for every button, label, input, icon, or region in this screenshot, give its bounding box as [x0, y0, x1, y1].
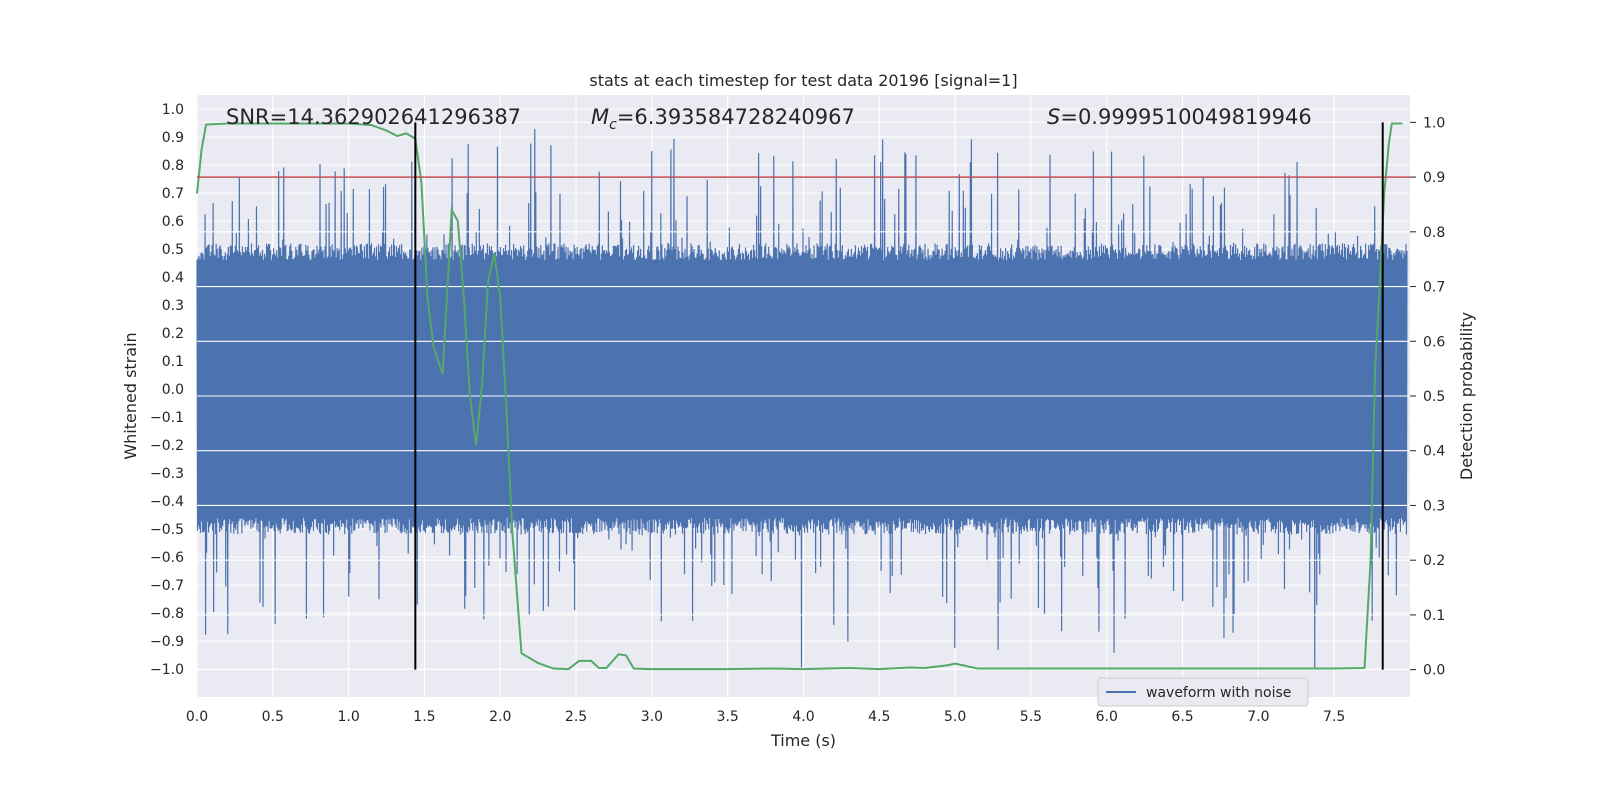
chart-title: stats at each timestep for test data 201…	[589, 71, 1017, 90]
y-right-tick-label: 0.9	[1423, 170, 1445, 186]
x-axis-label: Time (s)	[770, 731, 836, 750]
y-left-tick-label: 0.1	[162, 354, 184, 370]
mc-value: =6.393584728240967	[617, 105, 855, 129]
y-left-tick-label: 0.9	[162, 130, 184, 146]
s-value: =0.9999510049819946	[1060, 105, 1311, 129]
x-tick-label: 6.0	[1096, 709, 1118, 725]
y-left-tick-label: 1.0	[162, 102, 184, 118]
waveform-line	[196, 128, 1408, 668]
axes: 0.0 0.5 1.0 1.5 2.0 2.5 3.0 3.5 4.0 4.5 5.0 5.5 6.0 6…	[150, 102, 1445, 725]
x-tick-label: 1.5	[413, 709, 435, 725]
waveform-with-noise-series	[196, 121, 1410, 671]
score-annotation: S=0.9999510049819946	[1047, 105, 1312, 129]
s-symbol: S	[1047, 105, 1060, 129]
snr-annotation: SNR=14.362902641296387	[226, 105, 521, 129]
y-left-tick-label: 0.3	[162, 298, 184, 314]
y-left-tick-label: 0.0	[162, 382, 184, 398]
y-right-tick-label: 0.0	[1423, 663, 1445, 679]
y-right-tick-label: 0.5	[1423, 389, 1445, 405]
y-right-tick-label: 0.1	[1423, 608, 1445, 624]
y-left-tick-label: −0.9	[150, 634, 184, 650]
x-tick-label: 4.5	[868, 709, 890, 725]
x-tick-label: 3.5	[717, 709, 739, 725]
y-left-tick-label: −0.5	[150, 522, 184, 538]
x-tick-label: 5.5	[1020, 709, 1042, 725]
mc-symbol: M	[591, 105, 609, 129]
y-left-tick-label: 0.2	[162, 326, 184, 342]
y-right-tick-label: 0.7	[1423, 280, 1445, 296]
y-left-tick-label: 0.6	[162, 214, 184, 230]
y-left-tick-label: −1.0	[150, 662, 184, 678]
mc-subscript: c	[609, 117, 617, 133]
x-tick-label: 2.0	[489, 709, 511, 725]
y-right-tick-label: 0.2	[1423, 553, 1445, 569]
y-axis-left-label: Whitened strain	[121, 332, 140, 459]
y-left-tick-label: −0.8	[150, 606, 184, 622]
detection-probability-series	[196, 122, 1403, 671]
y-left-tick-label: 0.4	[162, 270, 184, 286]
x-tick-label: 6.5	[1171, 709, 1193, 725]
x-tick-label: 2.5	[565, 709, 587, 725]
y-right-tick-label: 0.8	[1423, 225, 1445, 241]
y-left-tick-label: 0.8	[162, 158, 184, 174]
x-tick-label: 3.0	[641, 709, 663, 725]
x-tick-label: 0.0	[186, 709, 208, 725]
y-left-tick-label: 0.7	[162, 186, 184, 202]
x-tick-label: 4.0	[792, 709, 814, 725]
y-right-tick-label: 0.4	[1423, 444, 1445, 460]
legend-label-waveform: waveform with noise	[1146, 685, 1291, 701]
y-left-tick-label: −0.2	[150, 438, 184, 454]
x-tick-label: 7.5	[1323, 709, 1345, 725]
y-left-tick-label: 0.5	[162, 242, 184, 258]
threshold-and-markers	[197, 122, 1410, 670]
y-left-tick-label: −0.7	[150, 578, 184, 594]
detection-probability-line	[196, 122, 1403, 671]
y-right-tick-label: 0.6	[1423, 334, 1445, 350]
y-left-tick-label: −0.4	[150, 494, 184, 510]
y-left-tick-label: −0.1	[150, 410, 184, 426]
y-left-tick-label: −0.3	[150, 466, 184, 482]
y-axis-right-label: Detection probability	[1457, 312, 1476, 480]
x-tick-label: 1.0	[337, 709, 359, 725]
chirp-mass-annotation: Mc=6.393584728240967	[591, 105, 855, 133]
x-tick-label: 0.5	[262, 709, 284, 725]
legend: waveform with noise	[1097, 677, 1309, 707]
legend-box	[1097, 677, 1309, 707]
y-left-tick-label: −0.6	[150, 550, 184, 566]
y-right-tick-label: 1.0	[1423, 115, 1445, 131]
x-tick-label: 7.0	[1247, 709, 1269, 725]
y-right-tick-label: 0.3	[1423, 498, 1445, 514]
x-tick-label: 5.0	[944, 709, 966, 725]
